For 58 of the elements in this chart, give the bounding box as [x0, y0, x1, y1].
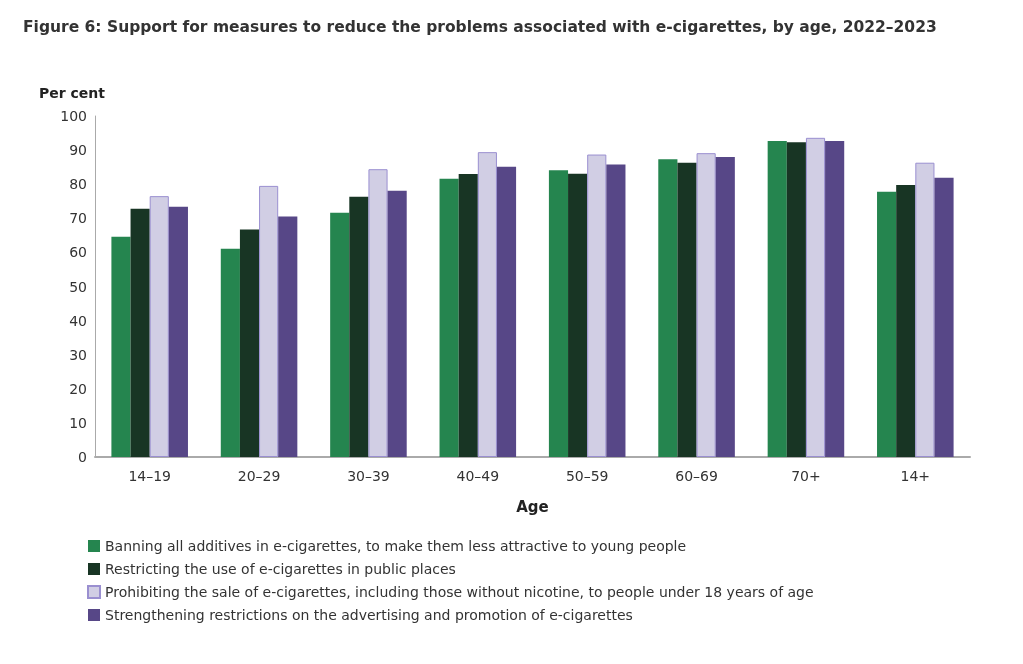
bar [239, 229, 260, 457]
y-tick-label: 0 [78, 449, 87, 465]
bar [548, 170, 569, 457]
bar [767, 140, 787, 457]
y-tick-label: 30 [69, 346, 87, 363]
bar [915, 162, 935, 457]
x-tick-label: 20–29 [237, 468, 281, 484]
bar [934, 177, 954, 457]
bar [130, 208, 150, 457]
bar [349, 196, 369, 457]
legend-label: Restricting the use of e-cigarettes in public places [105, 561, 456, 577]
y-tick-label: 60 [69, 244, 87, 261]
y-tick-label: 20 [69, 380, 87, 397]
bar [896, 184, 916, 457]
x-tick-label: 14–19 [128, 468, 172, 484]
x-tick-label: 50–59 [565, 468, 609, 484]
x-axis-title: Age [516, 497, 549, 516]
bar [786, 142, 806, 457]
x-tick-label: 70+ [791, 468, 821, 484]
bar [715, 156, 735, 457]
bar [259, 185, 279, 457]
x-tick-label: 14+ [900, 468, 931, 484]
bar [477, 152, 497, 457]
y-tick-label: 70 [69, 210, 87, 227]
legend-label: Prohibiting the sale of e-cigarettes, including those without nicotine, to people under 18 years of age [105, 584, 814, 600]
y-tick-label: 40 [69, 312, 87, 329]
chart-title: Figure 6: Support for measures to reduce the problems associated with e-cigarettes, by age, 2022–2023 [23, 18, 937, 36]
bar [606, 164, 626, 457]
x-tick-label: 40–49 [456, 468, 500, 484]
y-tick-label: 100 [60, 108, 87, 124]
bar [825, 140, 845, 457]
bar [330, 212, 350, 457]
bar [658, 159, 678, 457]
bar [439, 178, 459, 457]
bar [805, 137, 826, 457]
bar [278, 216, 298, 457]
bar [368, 169, 388, 457]
bar [168, 206, 188, 457]
bar [220, 248, 240, 457]
x-tick-label: 60–69 [675, 468, 718, 484]
bar [149, 196, 169, 457]
bar [458, 173, 478, 457]
bar [587, 154, 607, 457]
legend-label: Banning all additives in e-cigarettes, to make them less attractive to young people [105, 538, 687, 554]
bar [568, 173, 588, 457]
y-tick-label: 90 [69, 142, 87, 159]
bar [877, 191, 897, 457]
y-tick-label: 80 [69, 176, 87, 193]
bar [696, 153, 716, 457]
x-tick-label: 30–39 [347, 468, 390, 484]
bar [387, 190, 407, 457]
y-tick-label: 10 [69, 414, 87, 431]
bar [677, 162, 697, 457]
bar [111, 236, 131, 457]
legend-label: Strengthening restrictions on the advertising and promotion of e-cigarettes [105, 607, 633, 623]
y-tick-label: 50 [69, 278, 87, 295]
y-axis-title: Per cent [39, 85, 106, 101]
bar [496, 166, 517, 457]
